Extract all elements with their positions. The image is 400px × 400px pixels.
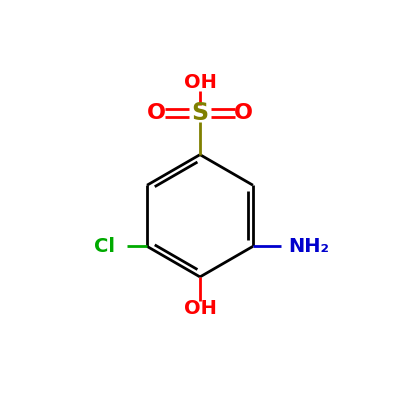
Text: Cl: Cl xyxy=(94,237,116,256)
Text: OH: OH xyxy=(184,73,216,92)
Text: O: O xyxy=(234,103,253,123)
Text: S: S xyxy=(192,101,208,125)
Text: OH: OH xyxy=(184,299,216,318)
Text: O: O xyxy=(147,103,166,123)
Text: NH₂: NH₂ xyxy=(288,237,330,256)
